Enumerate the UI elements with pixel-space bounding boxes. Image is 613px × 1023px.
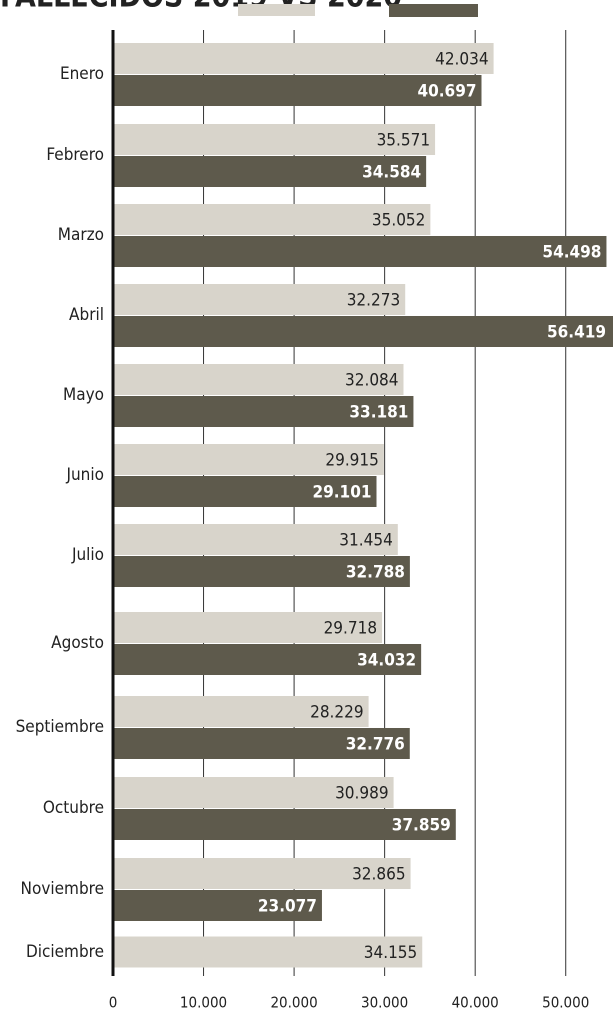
bar [113, 444, 384, 475]
bar [113, 284, 406, 315]
bar [113, 316, 613, 347]
chart-title: FALLECIDOS 2019 VS 2020 [0, 0, 402, 15]
value-label: 29.718 [324, 619, 378, 639]
value-label: 30.989 [335, 784, 389, 804]
value-label: 42.034 [435, 50, 489, 70]
x-tick-label: 40.000 [452, 994, 499, 1012]
value-label: 34.032 [357, 651, 416, 671]
y-tick-label: Septiembre [16, 717, 104, 737]
value-label: 31.454 [339, 531, 393, 551]
value-label: 54.498 [542, 243, 601, 263]
bar [113, 936, 423, 968]
y-tick-label: Mayo [63, 385, 104, 405]
value-label: 56.419 [547, 323, 606, 343]
y-tick-label: Agosto [51, 633, 104, 653]
value-label: 33.181 [349, 403, 408, 423]
bar [113, 777, 394, 808]
value-label: 37.859 [392, 816, 451, 836]
value-label: 32.788 [346, 563, 405, 583]
bar [113, 124, 436, 155]
value-label: 35.052 [372, 211, 426, 231]
bar [113, 75, 482, 106]
bar [113, 204, 431, 235]
value-label: 32.273 [347, 291, 401, 311]
bar [113, 156, 427, 187]
value-label: 29.915 [325, 451, 379, 471]
y-tick-label: Febrero [46, 145, 104, 165]
value-label: 23.077 [258, 897, 317, 917]
value-label: 28.229 [310, 703, 364, 723]
y-tick-label: Junio [65, 465, 104, 485]
bar [113, 890, 322, 921]
bar [113, 858, 411, 889]
bar [113, 524, 398, 555]
y-tick-label: Julio [71, 545, 104, 565]
x-tick-label: 30.000 [361, 994, 408, 1012]
value-label: 34.584 [362, 163, 421, 183]
bar [113, 809, 456, 840]
value-label: 29.101 [312, 483, 371, 503]
x-tick-label: 0 [109, 994, 118, 1012]
x-tick-label: 20.000 [270, 994, 317, 1012]
y-tick-label: Abril [69, 305, 104, 325]
value-label: 40.697 [417, 82, 476, 102]
legend-swatch [238, 4, 315, 16]
bar [113, 696, 369, 727]
y-tick-label: Enero [60, 64, 104, 84]
x-tick-label: 10.000 [180, 994, 227, 1012]
bar [113, 728, 410, 759]
y-tick-label: Noviembre [21, 879, 104, 899]
bar [113, 396, 414, 427]
value-label: 35.571 [377, 131, 431, 151]
bar [113, 612, 383, 643]
bar [113, 236, 607, 267]
bar [113, 43, 494, 74]
bar [113, 476, 377, 507]
bar [113, 644, 422, 675]
bar [113, 364, 404, 395]
x-tick-label: 50.000 [542, 994, 589, 1012]
value-label: 32.084 [345, 371, 399, 391]
y-tick-label: Marzo [58, 225, 104, 245]
value-label: 32.865 [352, 865, 406, 885]
value-label: 32.776 [346, 735, 405, 755]
legend-swatch [389, 4, 478, 17]
y-tick-label: Diciembre [26, 942, 104, 962]
y-tick-label: Octubre [43, 798, 104, 818]
value-label: 34.155 [364, 943, 418, 963]
bar [113, 556, 410, 587]
